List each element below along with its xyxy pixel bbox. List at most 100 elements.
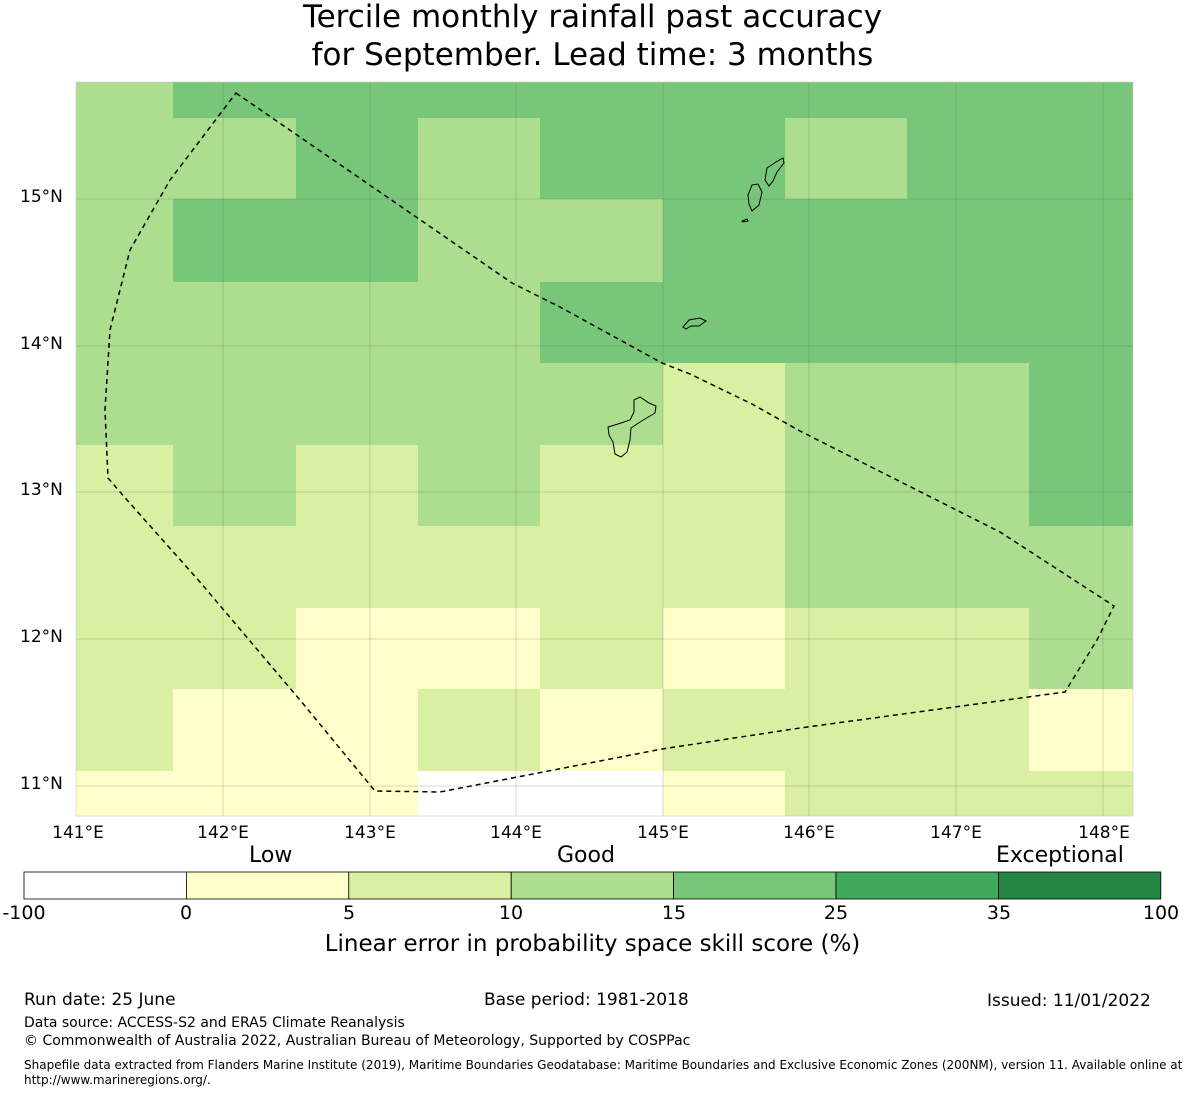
grid-cell [173, 363, 296, 445]
grid-cell [418, 771, 540, 816]
island-saipan [764, 157, 785, 187]
grid-cell [1029, 363, 1133, 445]
grid-cell [296, 445, 418, 526]
grid-cell [907, 526, 1029, 608]
grid-cell [418, 526, 540, 608]
grid-cell [907, 199, 1029, 282]
island-guam [607, 396, 657, 458]
grid-cell [785, 608, 907, 689]
grid-cell [1029, 282, 1133, 363]
grid-cell [296, 118, 418, 199]
grid-cell [76, 445, 173, 526]
grid-cell [173, 445, 296, 526]
lon-label-148e: 148°E [1078, 823, 1130, 843]
grid-cell [663, 199, 785, 282]
colorbar-tick: 25 [823, 902, 849, 924]
skill-score-grid [76, 82, 1133, 816]
grid-cell [907, 445, 1029, 526]
grid-cell [907, 282, 1029, 363]
grid-cell [1029, 199, 1133, 282]
grid-cell [540, 118, 663, 199]
colorbar-box [510, 871, 675, 900]
island-aguijan [741, 218, 749, 223]
grid-cell [173, 282, 296, 363]
grid-cell [76, 282, 173, 363]
colorbar-box [348, 871, 512, 900]
grid-cell [418, 363, 540, 445]
grid-cell [1029, 526, 1133, 608]
lon-label-146e: 146°E [783, 823, 835, 843]
grid-cell [663, 282, 785, 363]
lon-label-141e: 141°E [52, 823, 104, 843]
grid-cell [296, 771, 418, 816]
grid-cell [907, 82, 1029, 118]
grid-cell [76, 199, 173, 282]
colorbar-category-low: Low [249, 843, 293, 868]
grid-cell [785, 282, 907, 363]
grid-cell [540, 199, 663, 282]
base-period: Base period: 1981-2018 [484, 990, 689, 1010]
grid-cell [296, 282, 418, 363]
grid-cell [785, 363, 907, 445]
grid-cell [785, 82, 907, 118]
grid-cell [1029, 82, 1133, 118]
lat-label-11n: 11°N [20, 774, 63, 794]
lat-label-13n: 13°N [20, 480, 63, 500]
grid-cell [173, 199, 296, 282]
grid-cell [173, 118, 296, 199]
colorbar-tick: 15 [661, 902, 687, 924]
data-source: Data source: ACCESS-S2 and ERA5 Climate … [24, 1015, 405, 1031]
grid-cell [785, 526, 907, 608]
grid-cell [296, 608, 418, 689]
graticule [76, 82, 1133, 816]
map-frame [75, 81, 1134, 817]
colorbar-category-good: Good [557, 843, 615, 868]
grid-cell [663, 526, 785, 608]
grid-cell [76, 118, 173, 199]
colorbar-label: Linear error in probability space skill … [324, 931, 861, 957]
lon-label-143e: 143°E [344, 823, 396, 843]
grid-cell [540, 445, 663, 526]
grid-cell [540, 771, 663, 816]
colorbar-box [998, 871, 1162, 900]
colorbar-box [673, 871, 837, 900]
grid-cell [907, 689, 1029, 771]
colorbar [23, 871, 1162, 900]
grid-cell [663, 82, 785, 118]
grid-cell [785, 199, 907, 282]
grid-cell [418, 118, 540, 199]
grid-cell [1029, 689, 1133, 771]
map-title-line-2: for September. Lead time: 3 months [311, 37, 874, 73]
grid-cell [173, 82, 296, 118]
lon-label-142e: 142°E [197, 823, 249, 843]
grid-cell [540, 608, 663, 689]
grid-cell [663, 445, 785, 526]
lat-label-14n: 14°N [20, 334, 63, 354]
colorbar-tick: 5 [342, 902, 356, 924]
grid-cell [296, 82, 418, 118]
grid-cell [76, 771, 173, 816]
grid-cell [76, 526, 173, 608]
grid-cell [540, 689, 663, 771]
copyright: © Commonwealth of Australia 2022, Austra… [24, 1033, 691, 1049]
grid-cell [1029, 118, 1133, 199]
colorbar-tick: 100 [1142, 902, 1180, 924]
colorbar-tick: 0 [179, 902, 193, 924]
island-tinian [747, 183, 763, 212]
grid-cell [173, 771, 296, 816]
grid-cell [907, 118, 1029, 199]
grid-cell [1029, 771, 1133, 816]
grid-cell [540, 526, 663, 608]
grid-cell [173, 526, 296, 608]
issued-date: Issued: 11/01/2022 [987, 991, 1151, 1011]
grid-cell [540, 363, 663, 445]
grid-cell [1029, 608, 1133, 689]
grid-cell [907, 608, 1029, 689]
grid-cell [540, 282, 663, 363]
grid-cell [418, 689, 540, 771]
lon-label-144e: 144°E [490, 823, 542, 843]
lat-label-12n: 12°N [20, 627, 63, 647]
colorbar-box [185, 871, 350, 900]
map-title-line-1: Tercile monthly rainfall past accuracy [302, 0, 883, 35]
